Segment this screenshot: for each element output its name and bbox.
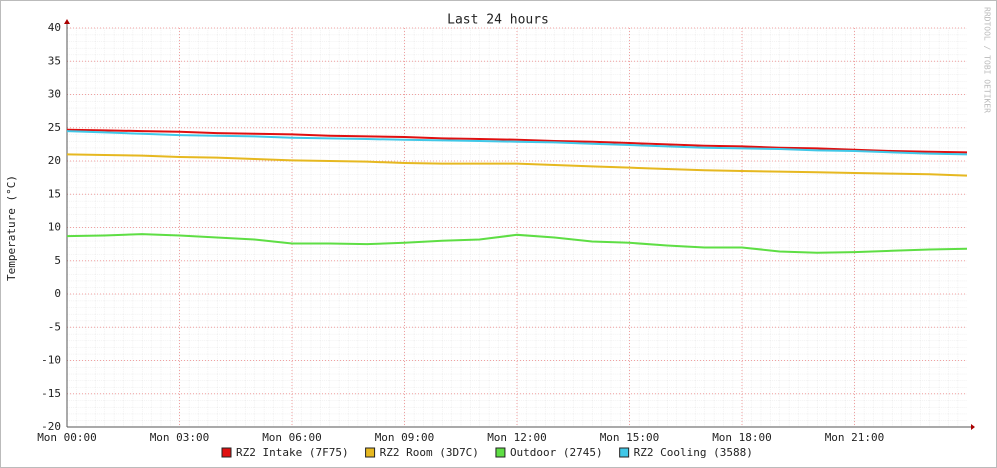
y-tick-label: -20 [41,420,61,433]
legend-label: Outdoor (2745) [510,446,603,459]
legend-swatch [221,447,232,458]
y-axis-label: Temperature (°C) [5,175,18,281]
x-tick-label: Mon 03:00 [150,431,210,444]
legend-label: RZ2 Intake (7F75) [236,446,349,459]
series-line [66,130,968,156]
legend-swatch [619,447,630,458]
y-tick-label: -15 [41,387,61,400]
watermark: RRDTOOL / TOBI OETIKER [983,7,992,113]
legend-swatch [365,447,376,458]
x-tick-label: Mon 09:00 [375,431,435,444]
x-tick-label: Mon 12:00 [487,431,547,444]
y-tick-label: 10 [48,221,61,234]
y-tick-label: 25 [48,121,61,134]
series-line [66,233,968,254]
y-tick-label: -5 [48,320,61,333]
axis [66,20,971,428]
y-tick-label: 15 [48,187,61,200]
x-tick-label: Mon 15:00 [600,431,660,444]
y-tick-label: 0 [54,287,61,300]
legend-label: RZ2 Room (3D7C) [380,446,479,459]
x-tick-label: Mon 21:00 [825,431,885,444]
y-tick-label: 40 [48,21,61,34]
x-tick-label: Mon 00:00 [37,431,97,444]
chart-title: Last 24 hours [447,13,549,28]
y-tick-label: 30 [48,88,61,101]
y-tick-label: 5 [54,254,61,267]
legend-swatch [495,447,506,458]
series-line [66,153,968,177]
y-tick-label: -10 [41,354,61,367]
series-line [66,128,968,154]
y-tick-label: 20 [48,154,61,167]
x-tick-label: Mon 06:00 [262,431,322,444]
y-tick-label: 35 [48,54,61,67]
x-tick-label: Mon 18:00 [712,431,772,444]
legend-label: RZ2 Cooling (3588) [634,446,753,459]
